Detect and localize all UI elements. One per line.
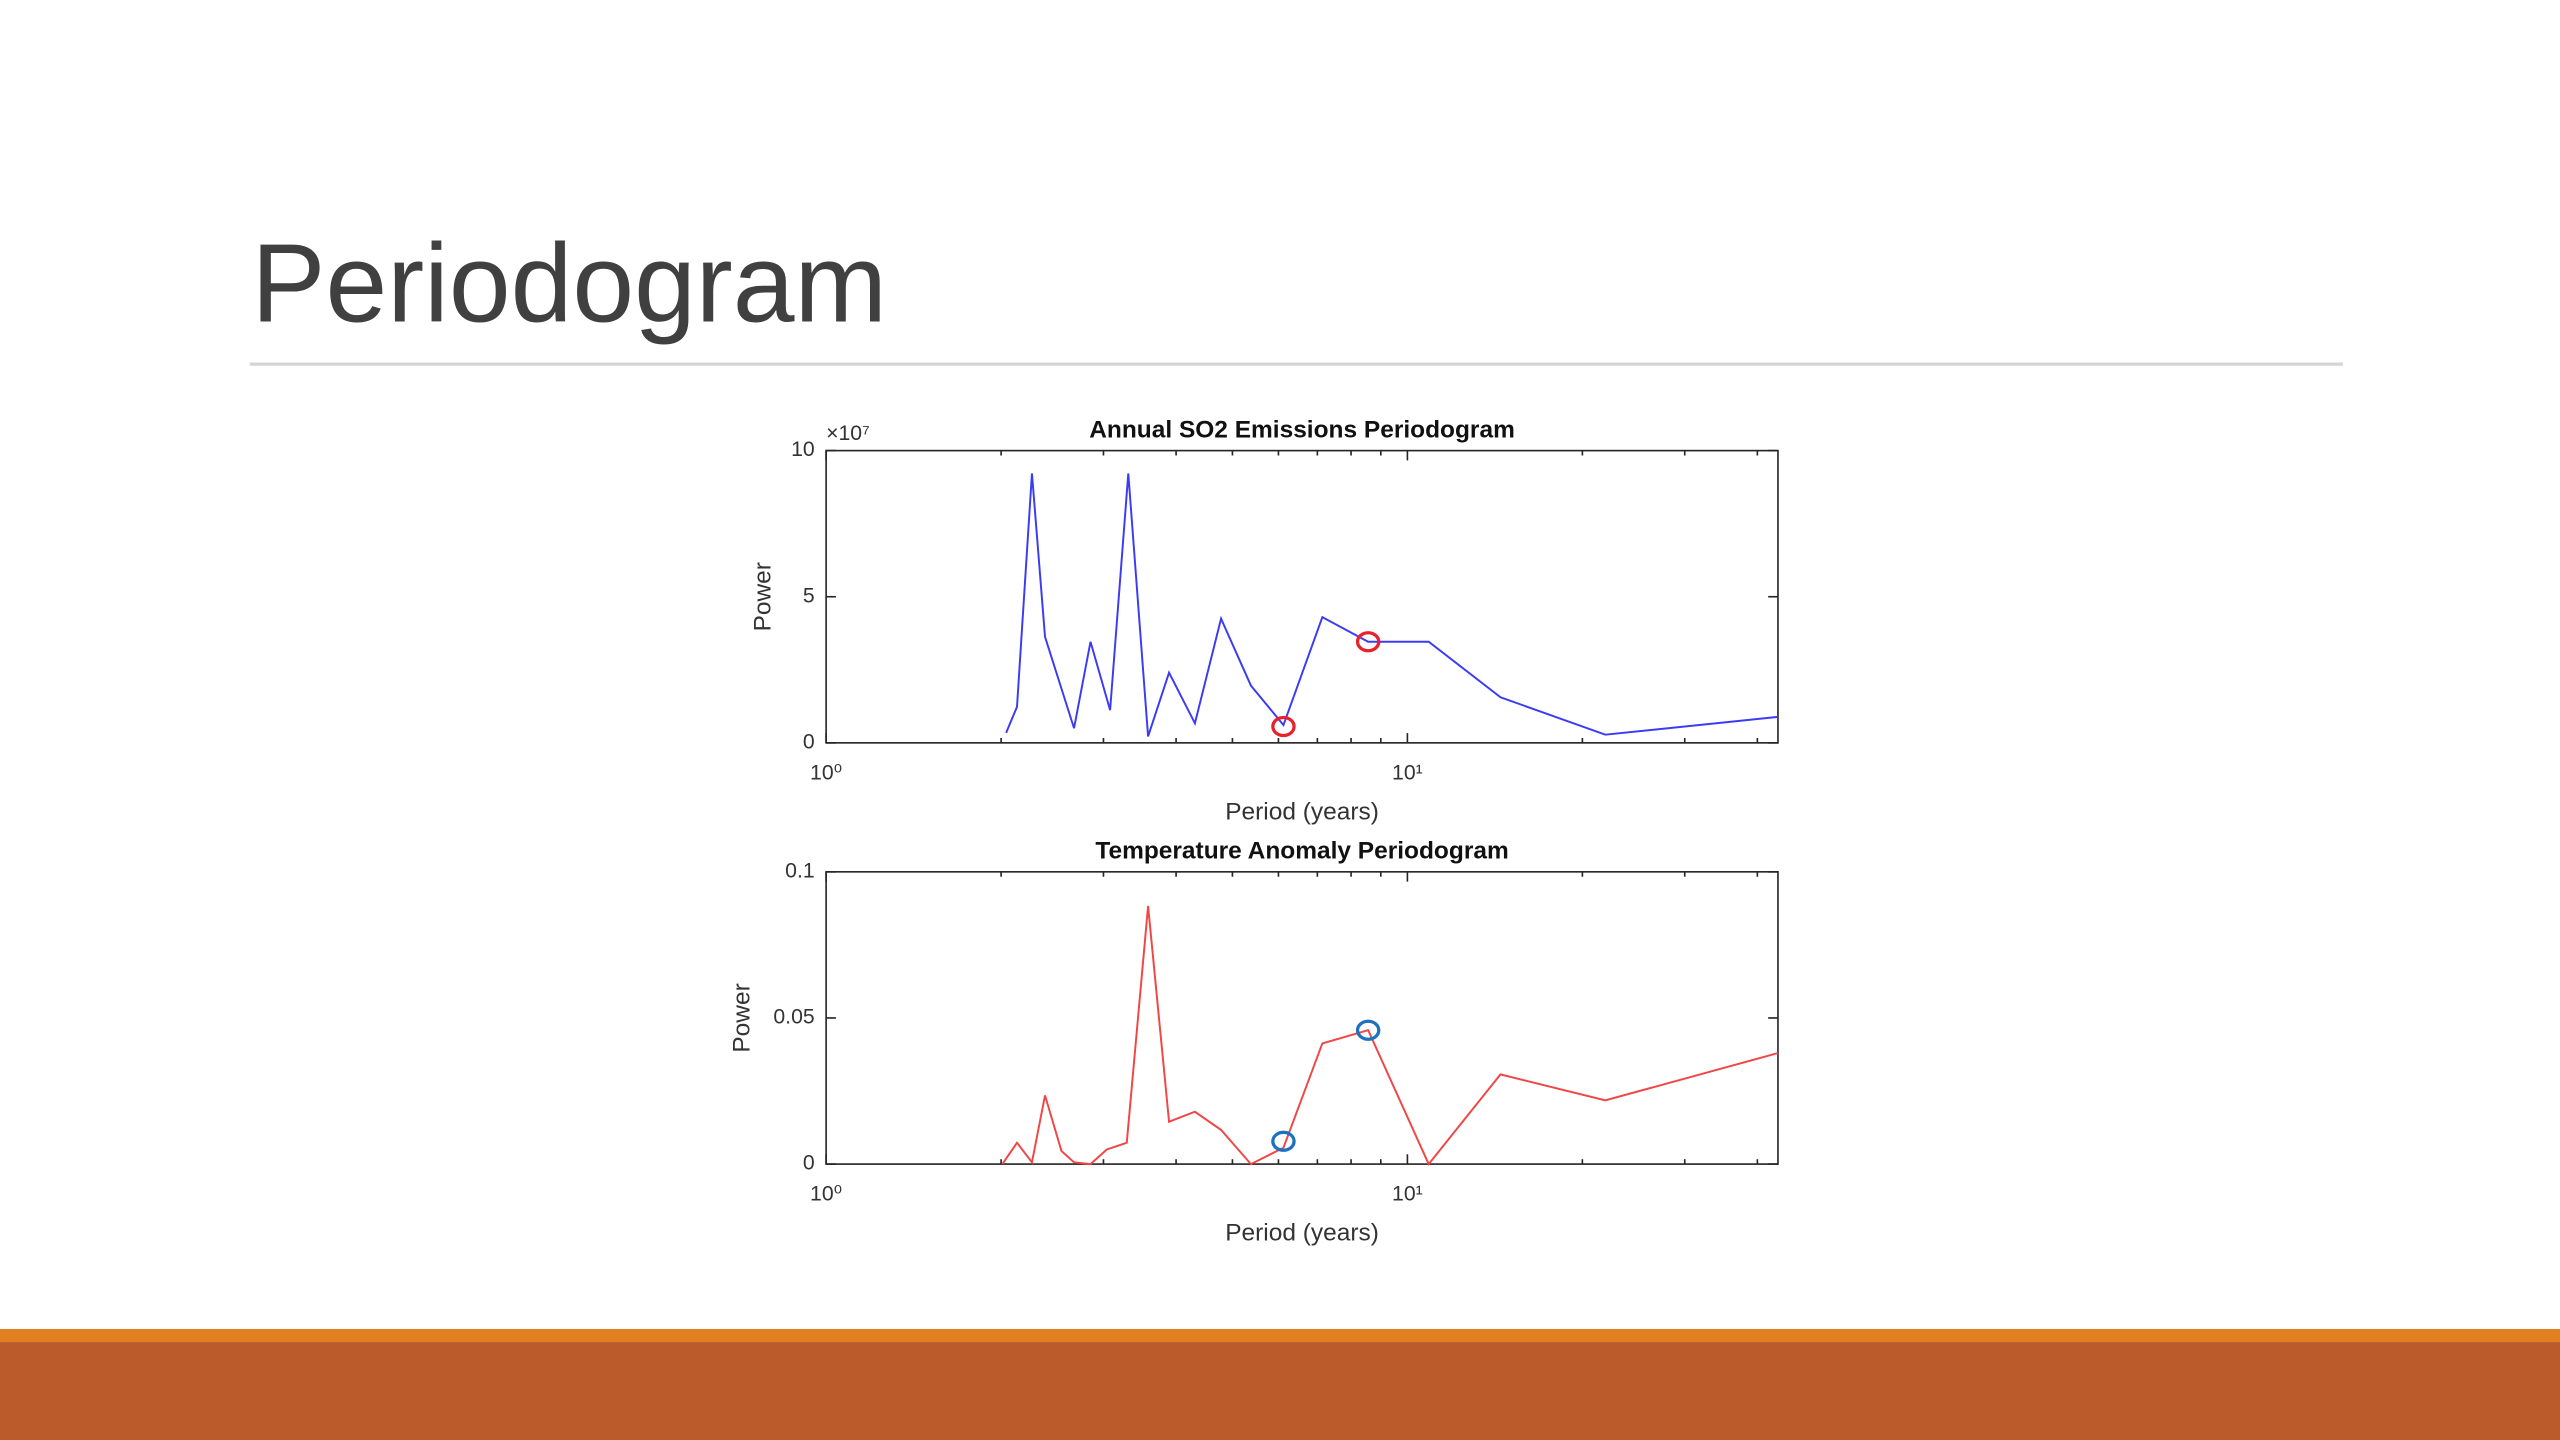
- y-axis-label: Power: [728, 983, 755, 1052]
- highlight-marker: [1271, 715, 1296, 738]
- chart-title: Annual SO2 Emissions Periodogram: [1089, 416, 1515, 443]
- y-tick-label: 10: [791, 438, 815, 461]
- slide-title: Periodogram: [251, 221, 887, 346]
- y-tick-label: 5: [803, 584, 815, 607]
- x-tick-label: 10⁰: [810, 761, 842, 784]
- series-line: [1005, 473, 1779, 737]
- x-axis-label: Period (years): [1225, 1220, 1379, 1247]
- y-tick-label: 0: [803, 730, 815, 753]
- x-axis-label: Period (years): [1225, 799, 1379, 826]
- highlight-marker: [1355, 631, 1381, 653]
- y-multiplier: ×10⁷: [826, 422, 870, 445]
- series-line: [1001, 905, 1779, 1166]
- plot-area: [825, 449, 1779, 744]
- footer-band: [0, 1342, 2560, 1440]
- y-tick-label: 0: [803, 1152, 815, 1175]
- x-tick-label: 10¹: [1392, 761, 1423, 784]
- y-tick-label: 0.1: [785, 859, 815, 882]
- x-tick-label: 10⁰: [810, 1183, 842, 1206]
- highlight-marker: [1271, 1130, 1296, 1152]
- y-tick-label: 0.05: [773, 1006, 814, 1029]
- plot-area: [825, 871, 1779, 1165]
- chart-title: Temperature Anomaly Periodogram: [1095, 838, 1508, 865]
- highlight-marker: [1355, 1019, 1381, 1041]
- y-axis-label: Power: [750, 562, 777, 631]
- footer-stripe: [0, 1328, 2560, 1343]
- x-tick-label: 10¹: [1392, 1183, 1423, 1206]
